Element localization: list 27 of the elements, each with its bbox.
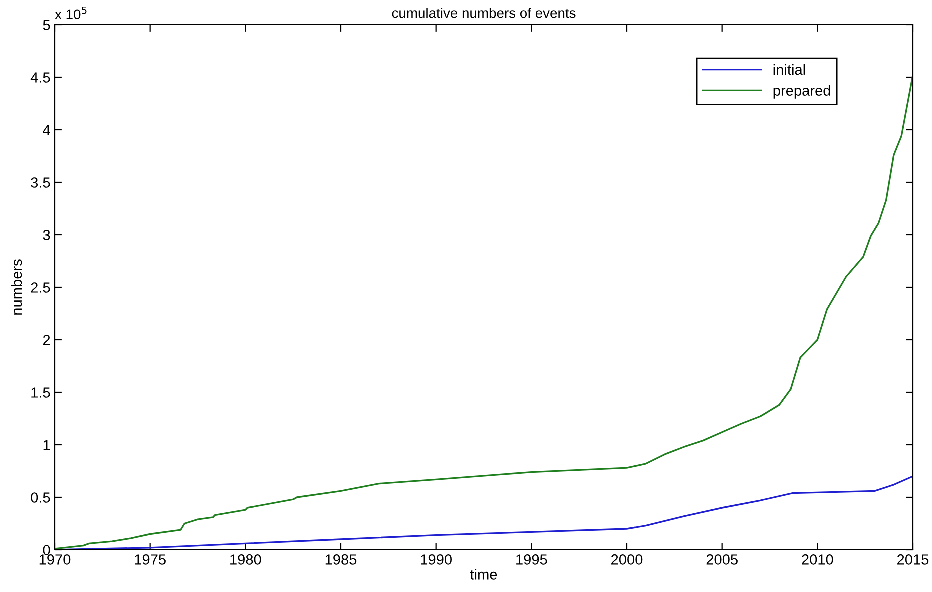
y-tick-label: 2.5 <box>31 282 50 293</box>
legend-label: prepared <box>774 85 830 99</box>
y-tick-label: 3.5 <box>31 178 50 188</box>
y-axis-title: numbers <box>11 260 22 315</box>
chart-title: cumulative numbers of events <box>392 8 576 18</box>
x-tick-label: 1990 <box>421 554 452 565</box>
x-tick-label: 2005 <box>706 554 738 565</box>
x-tick-label: 2010 <box>802 554 834 565</box>
y-tick-label: 4.5 <box>30 72 50 83</box>
x-tick-label: 1995 <box>516 554 548 565</box>
x-tick-label: 1980 <box>230 554 262 565</box>
text: x 10$^{5}$ <box>55 6 87 20</box>
y-tick-label: 2 <box>43 335 50 346</box>
y-tick-label: 3 <box>43 230 50 240</box>
y-tick-label: 4 <box>43 125 50 136</box>
x-tick-label: 1970 <box>40 554 71 565</box>
y-tick-label: 0 <box>43 545 50 556</box>
x-tick-label: 1975 <box>135 554 166 565</box>
y-tick-label: 1 <box>44 440 50 450</box>
x-tick-label: 1985 <box>326 554 357 565</box>
y-tick-label: 1.5 <box>32 388 50 398</box>
x-tick-label: 2000 <box>612 554 643 565</box>
y-tick-label: 0.5 <box>31 492 50 503</box>
legend-label: initial <box>774 64 806 76</box>
y-tick-label: 5 <box>43 20 50 30</box>
x-axis-title: time <box>470 569 498 580</box>
x-tick-label: 2015 <box>898 554 929 565</box>
